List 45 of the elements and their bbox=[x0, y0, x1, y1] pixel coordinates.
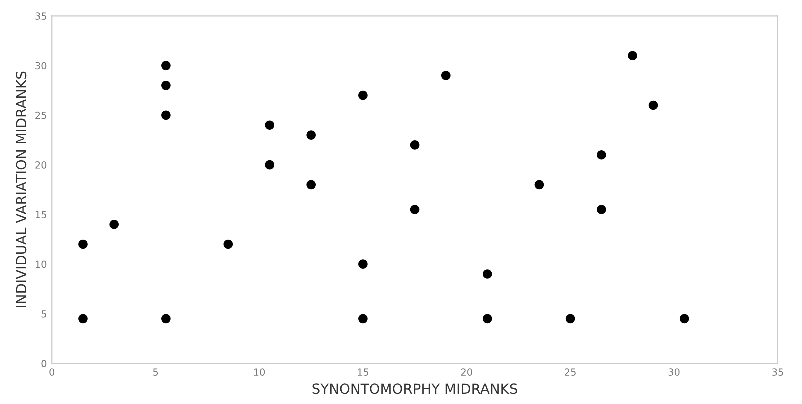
point bbox=[648, 100, 658, 110]
y-tick-label: 5 bbox=[42, 310, 46, 318]
y-tick-label: 35 bbox=[36, 12, 46, 20]
point bbox=[358, 260, 368, 269]
y-tick-label: 10 bbox=[36, 260, 47, 268]
point bbox=[680, 314, 690, 324]
y-tick-label: 25 bbox=[36, 112, 46, 120]
point bbox=[358, 314, 368, 324]
x-tick-label: 30 bbox=[668, 368, 680, 376]
x-tick-label: 0 bbox=[50, 368, 55, 376]
point bbox=[306, 180, 316, 190]
point bbox=[358, 90, 368, 100]
x-tick-label: 10 bbox=[254, 368, 266, 376]
x-tick-label: 5 bbox=[153, 368, 158, 376]
point bbox=[78, 240, 88, 250]
point bbox=[566, 314, 576, 324]
y-tick-label: 15 bbox=[36, 211, 46, 219]
x-tick-label: 35 bbox=[772, 368, 784, 376]
point bbox=[162, 110, 171, 120]
y-tick-label: 20 bbox=[36, 162, 47, 169]
point bbox=[628, 51, 638, 61]
point bbox=[482, 270, 492, 279]
y-tick-label: 0 bbox=[42, 360, 47, 368]
x-axis-title: SYNONTOMORPHY MIDRANKS bbox=[312, 384, 518, 394]
point bbox=[162, 314, 171, 324]
y-axis-title: INDIVIDUAL VARIATION MIDRANKS bbox=[16, 72, 27, 308]
y-tick-label: 30 bbox=[36, 62, 47, 70]
point bbox=[265, 120, 275, 130]
point bbox=[597, 205, 606, 214]
point bbox=[410, 140, 420, 150]
point bbox=[482, 314, 492, 324]
point bbox=[410, 205, 420, 214]
point bbox=[162, 80, 171, 90]
point bbox=[265, 160, 275, 170]
point bbox=[78, 314, 88, 324]
point bbox=[597, 150, 606, 160]
point bbox=[441, 71, 451, 80]
point bbox=[534, 180, 544, 190]
point bbox=[306, 130, 316, 140]
x-tick-label: 15 bbox=[358, 368, 369, 376]
point bbox=[162, 61, 171, 70]
x-tick-label: 20 bbox=[461, 368, 472, 376]
point bbox=[224, 240, 234, 250]
x-tick-label: 25 bbox=[565, 368, 576, 376]
point bbox=[110, 220, 119, 230]
